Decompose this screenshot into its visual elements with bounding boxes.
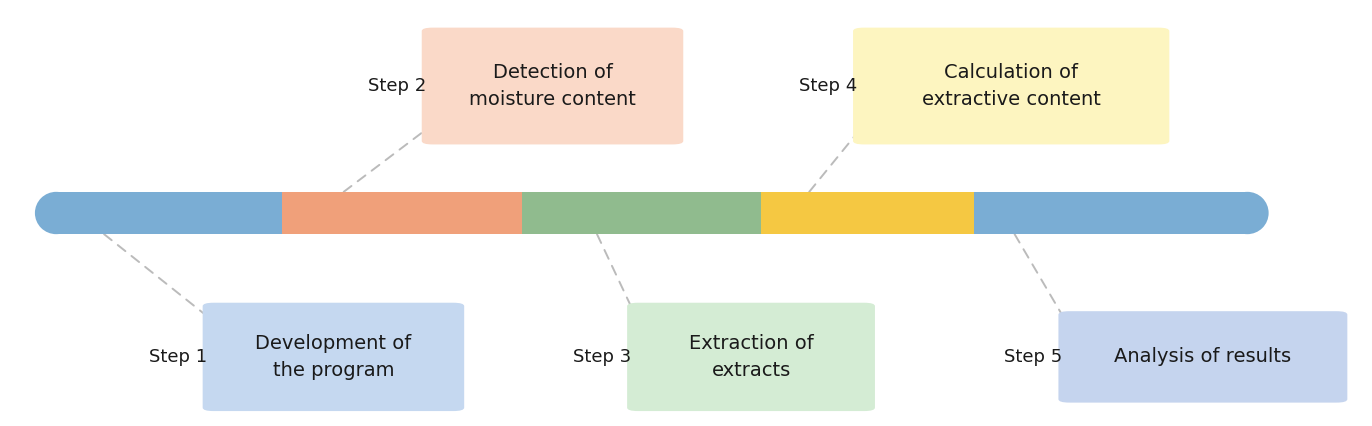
FancyBboxPatch shape — [421, 28, 683, 144]
Text: Development of
the program: Development of the program — [255, 334, 412, 380]
FancyBboxPatch shape — [1058, 311, 1347, 403]
FancyBboxPatch shape — [56, 192, 283, 234]
Text: Detection of
moisture content: Detection of moisture content — [469, 63, 637, 109]
Text: Extraction of
extracts: Extraction of extracts — [689, 334, 814, 380]
Ellipse shape — [34, 192, 77, 234]
Text: Step 2: Step 2 — [368, 77, 425, 95]
Text: Step 3: Step 3 — [573, 348, 631, 366]
FancyBboxPatch shape — [853, 28, 1169, 144]
FancyBboxPatch shape — [627, 303, 875, 411]
Text: Calculation of
extractive content: Calculation of extractive content — [922, 63, 1100, 109]
FancyBboxPatch shape — [761, 192, 974, 234]
FancyBboxPatch shape — [974, 192, 1247, 234]
Text: Step 4: Step 4 — [799, 77, 858, 95]
Ellipse shape — [1227, 192, 1269, 234]
FancyBboxPatch shape — [203, 303, 464, 411]
Text: Step 5: Step 5 — [1004, 348, 1062, 366]
Text: Analysis of results: Analysis of results — [1114, 347, 1291, 366]
FancyBboxPatch shape — [521, 192, 761, 234]
FancyBboxPatch shape — [283, 192, 521, 234]
Text: Step 1: Step 1 — [148, 348, 207, 366]
